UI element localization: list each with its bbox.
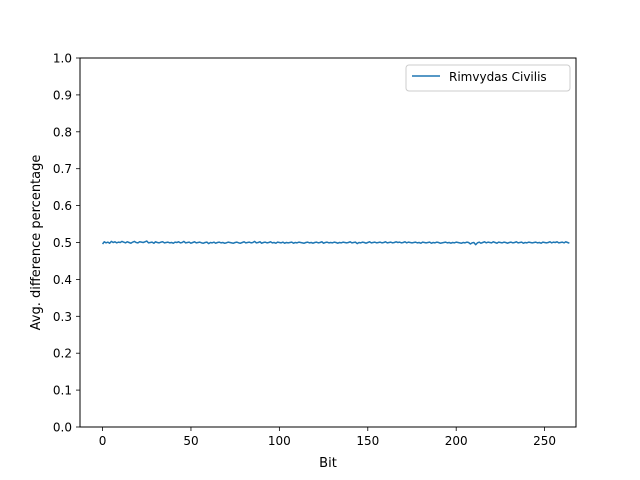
- x-axis-label: Bit: [319, 456, 337, 471]
- y-tick-label: 0.4: [53, 273, 72, 287]
- y-tick-label: 0.6: [53, 199, 72, 213]
- legend-frame: [405, 64, 571, 92]
- y-tick-label: 0.2: [53, 347, 72, 361]
- x-tick-label: 0: [99, 434, 107, 448]
- y-axis: 0.0 0.1 0.2 0.3 0.4 0.5 0.6 0.7 0.8 0.9 1.0: [53, 52, 80, 435]
- plot-area: [79, 57, 577, 428]
- y-tick-label: 0.7: [53, 162, 72, 176]
- x-tick-label: 100: [268, 434, 291, 448]
- series-line-rimvydas-civilis: [101, 240, 570, 246]
- y-tick-label: 0.9: [53, 88, 72, 102]
- y-tick-label: 0.8: [53, 125, 72, 139]
- legend: Rimvydas Civilis: [405, 64, 571, 92]
- y-tick-label: 0.0: [53, 421, 72, 435]
- x-tick-label: 200: [445, 434, 468, 448]
- x-axis: 0 50 100 150 200 250: [99, 427, 556, 448]
- y-tick-label: 0.1: [53, 384, 72, 398]
- x-tick-label: 250: [533, 434, 556, 448]
- x-tick-label: 150: [356, 434, 379, 448]
- y-tick-label: 0.3: [53, 310, 72, 324]
- y-tick-label: 0.5: [53, 236, 72, 250]
- legend-label: Rimvydas Civilis: [449, 70, 547, 84]
- y-tick-label: 1.0: [53, 52, 72, 66]
- y-axis-label: Avg. difference percentage: [29, 155, 44, 331]
- x-tick-label: 50: [183, 434, 198, 448]
